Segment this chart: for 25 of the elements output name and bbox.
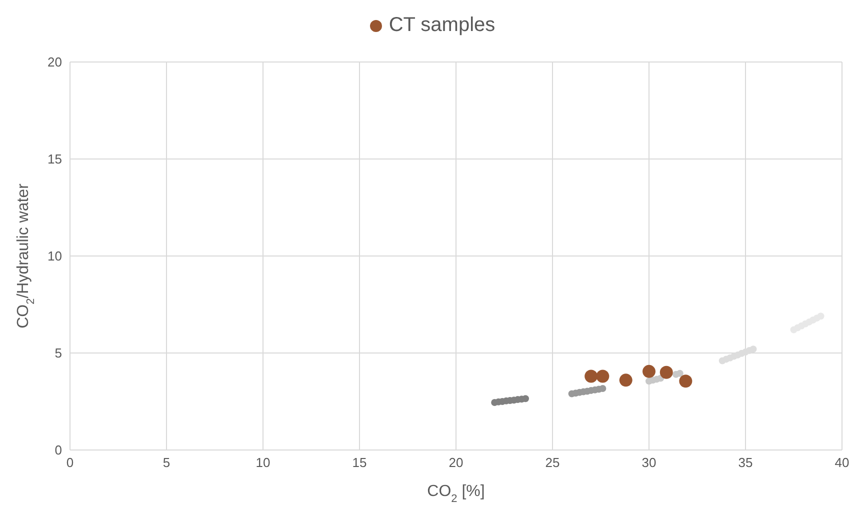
point xyxy=(619,374,632,387)
point xyxy=(750,346,757,353)
x-tick-label: 40 xyxy=(834,455,850,470)
y-tick-label: 20 xyxy=(48,54,62,70)
point xyxy=(660,366,673,379)
x-tick-label: 0 xyxy=(66,455,74,470)
point xyxy=(679,374,692,388)
x-tick-label: 30 xyxy=(642,455,656,470)
point xyxy=(596,370,610,383)
y-tick-label: 5 xyxy=(54,346,62,361)
point xyxy=(676,370,684,377)
point xyxy=(584,370,598,383)
y-tick-label: 10 xyxy=(48,248,62,264)
x-tick-label: 20 xyxy=(448,455,464,470)
point xyxy=(642,364,656,378)
y-tick-label: 0 xyxy=(54,442,62,458)
x-tick-label: 35 xyxy=(738,455,753,470)
x-tick-label: 10 xyxy=(256,455,270,470)
x-tick-label: 15 xyxy=(352,455,367,470)
x-tick-label: 25 xyxy=(545,455,560,470)
x-axis-title: CO$_{2}$ [%] xyxy=(427,483,485,505)
legend-label: CT samples xyxy=(388,14,496,37)
x-tick-label: 5 xyxy=(162,455,170,470)
y-tick-label: 15 xyxy=(48,152,62,167)
point xyxy=(599,385,606,392)
